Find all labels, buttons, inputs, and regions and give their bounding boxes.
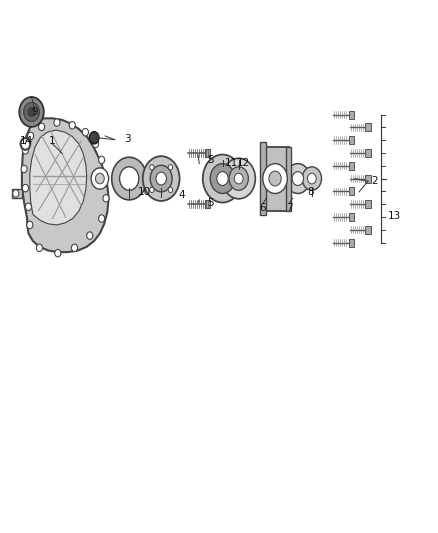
Circle shape — [19, 97, 44, 127]
Circle shape — [103, 195, 109, 202]
Circle shape — [25, 203, 32, 211]
Circle shape — [39, 123, 45, 131]
Text: 9: 9 — [32, 107, 39, 117]
Circle shape — [21, 165, 27, 173]
Text: 11: 11 — [225, 158, 238, 167]
Circle shape — [71, 244, 78, 252]
Circle shape — [156, 172, 166, 185]
Text: 7: 7 — [286, 203, 293, 213]
Circle shape — [168, 187, 173, 192]
Text: 13: 13 — [388, 211, 401, 221]
Circle shape — [229, 167, 248, 190]
FancyBboxPatch shape — [349, 187, 354, 195]
Circle shape — [95, 173, 104, 184]
Text: 2: 2 — [371, 176, 378, 186]
Circle shape — [150, 187, 154, 192]
FancyBboxPatch shape — [260, 142, 266, 215]
Circle shape — [92, 140, 99, 148]
Circle shape — [150, 165, 154, 170]
FancyBboxPatch shape — [349, 136, 354, 144]
Circle shape — [292, 172, 304, 185]
Circle shape — [143, 156, 180, 201]
Text: 12: 12 — [237, 158, 250, 167]
FancyBboxPatch shape — [365, 225, 371, 233]
FancyBboxPatch shape — [365, 123, 371, 131]
Text: 1: 1 — [49, 136, 56, 146]
FancyBboxPatch shape — [205, 200, 210, 208]
Circle shape — [120, 167, 139, 190]
Circle shape — [286, 164, 310, 193]
Circle shape — [112, 157, 147, 200]
Text: 8: 8 — [307, 187, 314, 197]
FancyBboxPatch shape — [205, 149, 210, 157]
Text: 4: 4 — [178, 190, 185, 199]
Circle shape — [24, 102, 39, 122]
Circle shape — [36, 244, 42, 252]
Circle shape — [168, 165, 173, 170]
FancyBboxPatch shape — [365, 174, 371, 182]
Polygon shape — [30, 130, 87, 225]
FancyBboxPatch shape — [349, 238, 354, 246]
Circle shape — [89, 132, 99, 143]
FancyBboxPatch shape — [286, 147, 291, 211]
Circle shape — [203, 155, 242, 203]
Text: 6: 6 — [259, 203, 266, 213]
FancyBboxPatch shape — [349, 110, 354, 118]
Text: 3: 3 — [124, 134, 131, 143]
Circle shape — [22, 147, 28, 154]
Circle shape — [217, 172, 228, 185]
Circle shape — [13, 190, 19, 197]
Circle shape — [269, 171, 281, 186]
Circle shape — [28, 108, 35, 116]
Circle shape — [87, 232, 93, 239]
Circle shape — [302, 167, 321, 190]
Circle shape — [22, 184, 28, 192]
FancyBboxPatch shape — [365, 149, 371, 157]
Circle shape — [307, 173, 316, 184]
FancyBboxPatch shape — [349, 161, 354, 169]
Circle shape — [55, 249, 61, 257]
Text: 10: 10 — [138, 187, 151, 197]
Text: 5: 5 — [207, 155, 214, 165]
Circle shape — [210, 164, 235, 193]
Text: 14: 14 — [20, 136, 33, 146]
Circle shape — [263, 164, 287, 193]
Circle shape — [91, 168, 109, 189]
Circle shape — [150, 165, 172, 192]
FancyBboxPatch shape — [263, 147, 289, 211]
Text: 5: 5 — [207, 198, 214, 207]
Circle shape — [82, 128, 88, 136]
Polygon shape — [22, 118, 109, 252]
Circle shape — [99, 156, 105, 164]
Circle shape — [28, 132, 34, 140]
Circle shape — [234, 173, 243, 184]
FancyBboxPatch shape — [349, 213, 354, 221]
Circle shape — [102, 175, 108, 182]
Circle shape — [69, 122, 75, 129]
Circle shape — [222, 158, 255, 199]
Circle shape — [21, 138, 30, 150]
FancyBboxPatch shape — [365, 200, 371, 208]
Circle shape — [90, 133, 99, 144]
Circle shape — [99, 215, 105, 222]
Circle shape — [54, 119, 60, 126]
Circle shape — [27, 221, 33, 229]
Polygon shape — [12, 189, 22, 198]
